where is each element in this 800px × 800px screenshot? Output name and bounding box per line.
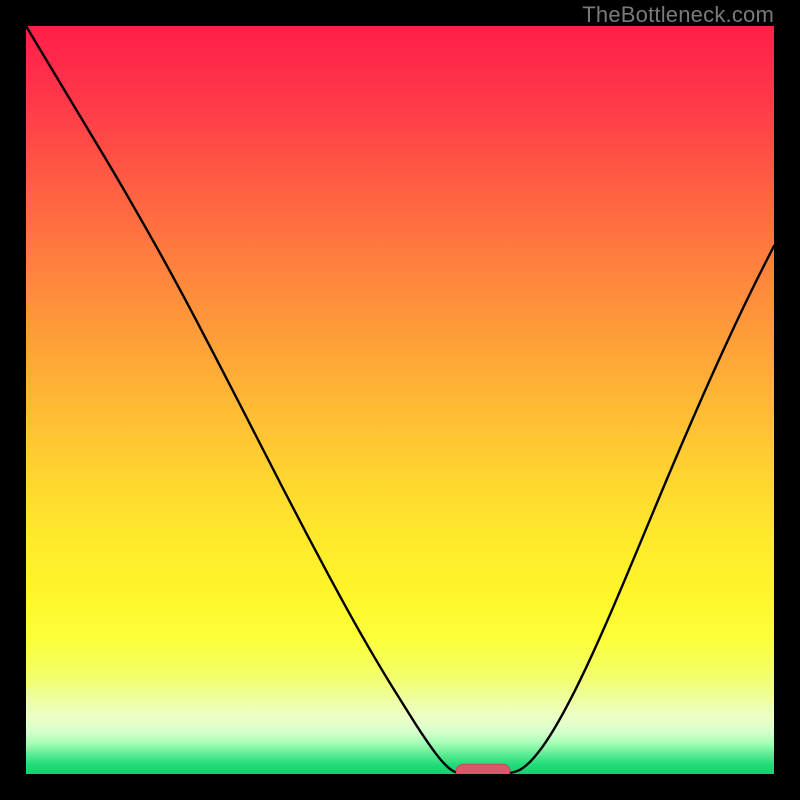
- bottleneck-curve: [26, 26, 774, 774]
- chart-root: TheBottleneck.com: [0, 0, 800, 800]
- plot-area: [26, 26, 774, 774]
- watermark-text: TheBottleneck.com: [582, 2, 774, 28]
- valley-marker: [456, 764, 510, 774]
- curve-layer: [26, 26, 774, 774]
